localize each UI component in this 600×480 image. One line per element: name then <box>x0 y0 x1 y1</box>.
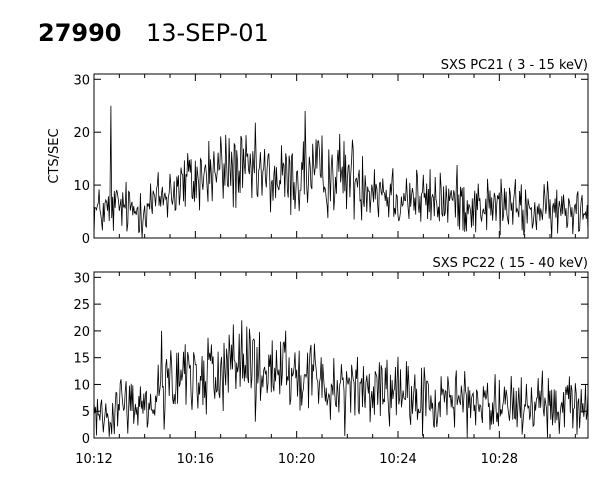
y-tick-label: 25 <box>73 298 90 313</box>
y-tick-label: 30 <box>73 73 90 88</box>
x-tick-label: 10:28 <box>481 452 518 467</box>
y-tick-label: 10 <box>73 378 90 393</box>
y-tick-label: 20 <box>73 126 90 141</box>
y-tick-label: 30 <box>73 271 90 286</box>
y-tick-label: 20 <box>73 325 90 340</box>
y-tick-label: 0 <box>82 232 90 247</box>
panel-title: SXS PC21 ( 3 - 15 keV) <box>441 58 588 73</box>
y-tick-label: 0 <box>82 432 90 447</box>
y-axis-label: CTS/SEC <box>47 128 62 183</box>
x-tick-label: 10:20 <box>278 452 315 467</box>
header-date: 13-SEP-01 <box>146 19 269 47</box>
chart-panel-1: SXS PC21 ( 3 - 15 keV) 0 10 20 30 CTS/SEC <box>47 58 589 247</box>
chart-panel-2: SXS PC22 ( 15 - 40 keV) 0 5 10 15 20 25 30 10:12… <box>73 256 589 467</box>
plot-frame <box>93 73 589 239</box>
x-tick-label: 10:12 <box>75 452 112 467</box>
y-tick-label: 15 <box>73 352 90 367</box>
series-line <box>93 320 589 439</box>
panel-title: SXS PC22 ( 15 - 40 keV) <box>432 256 588 271</box>
x-tick-label: 10:16 <box>177 452 214 467</box>
series-line <box>93 105 589 239</box>
x-tick-label: 10:24 <box>379 452 416 467</box>
plot-frame <box>93 271 589 439</box>
y-tick-label: 5 <box>82 405 90 420</box>
header-id: 27990 <box>38 19 122 47</box>
y-tick-label: 10 <box>73 179 90 194</box>
